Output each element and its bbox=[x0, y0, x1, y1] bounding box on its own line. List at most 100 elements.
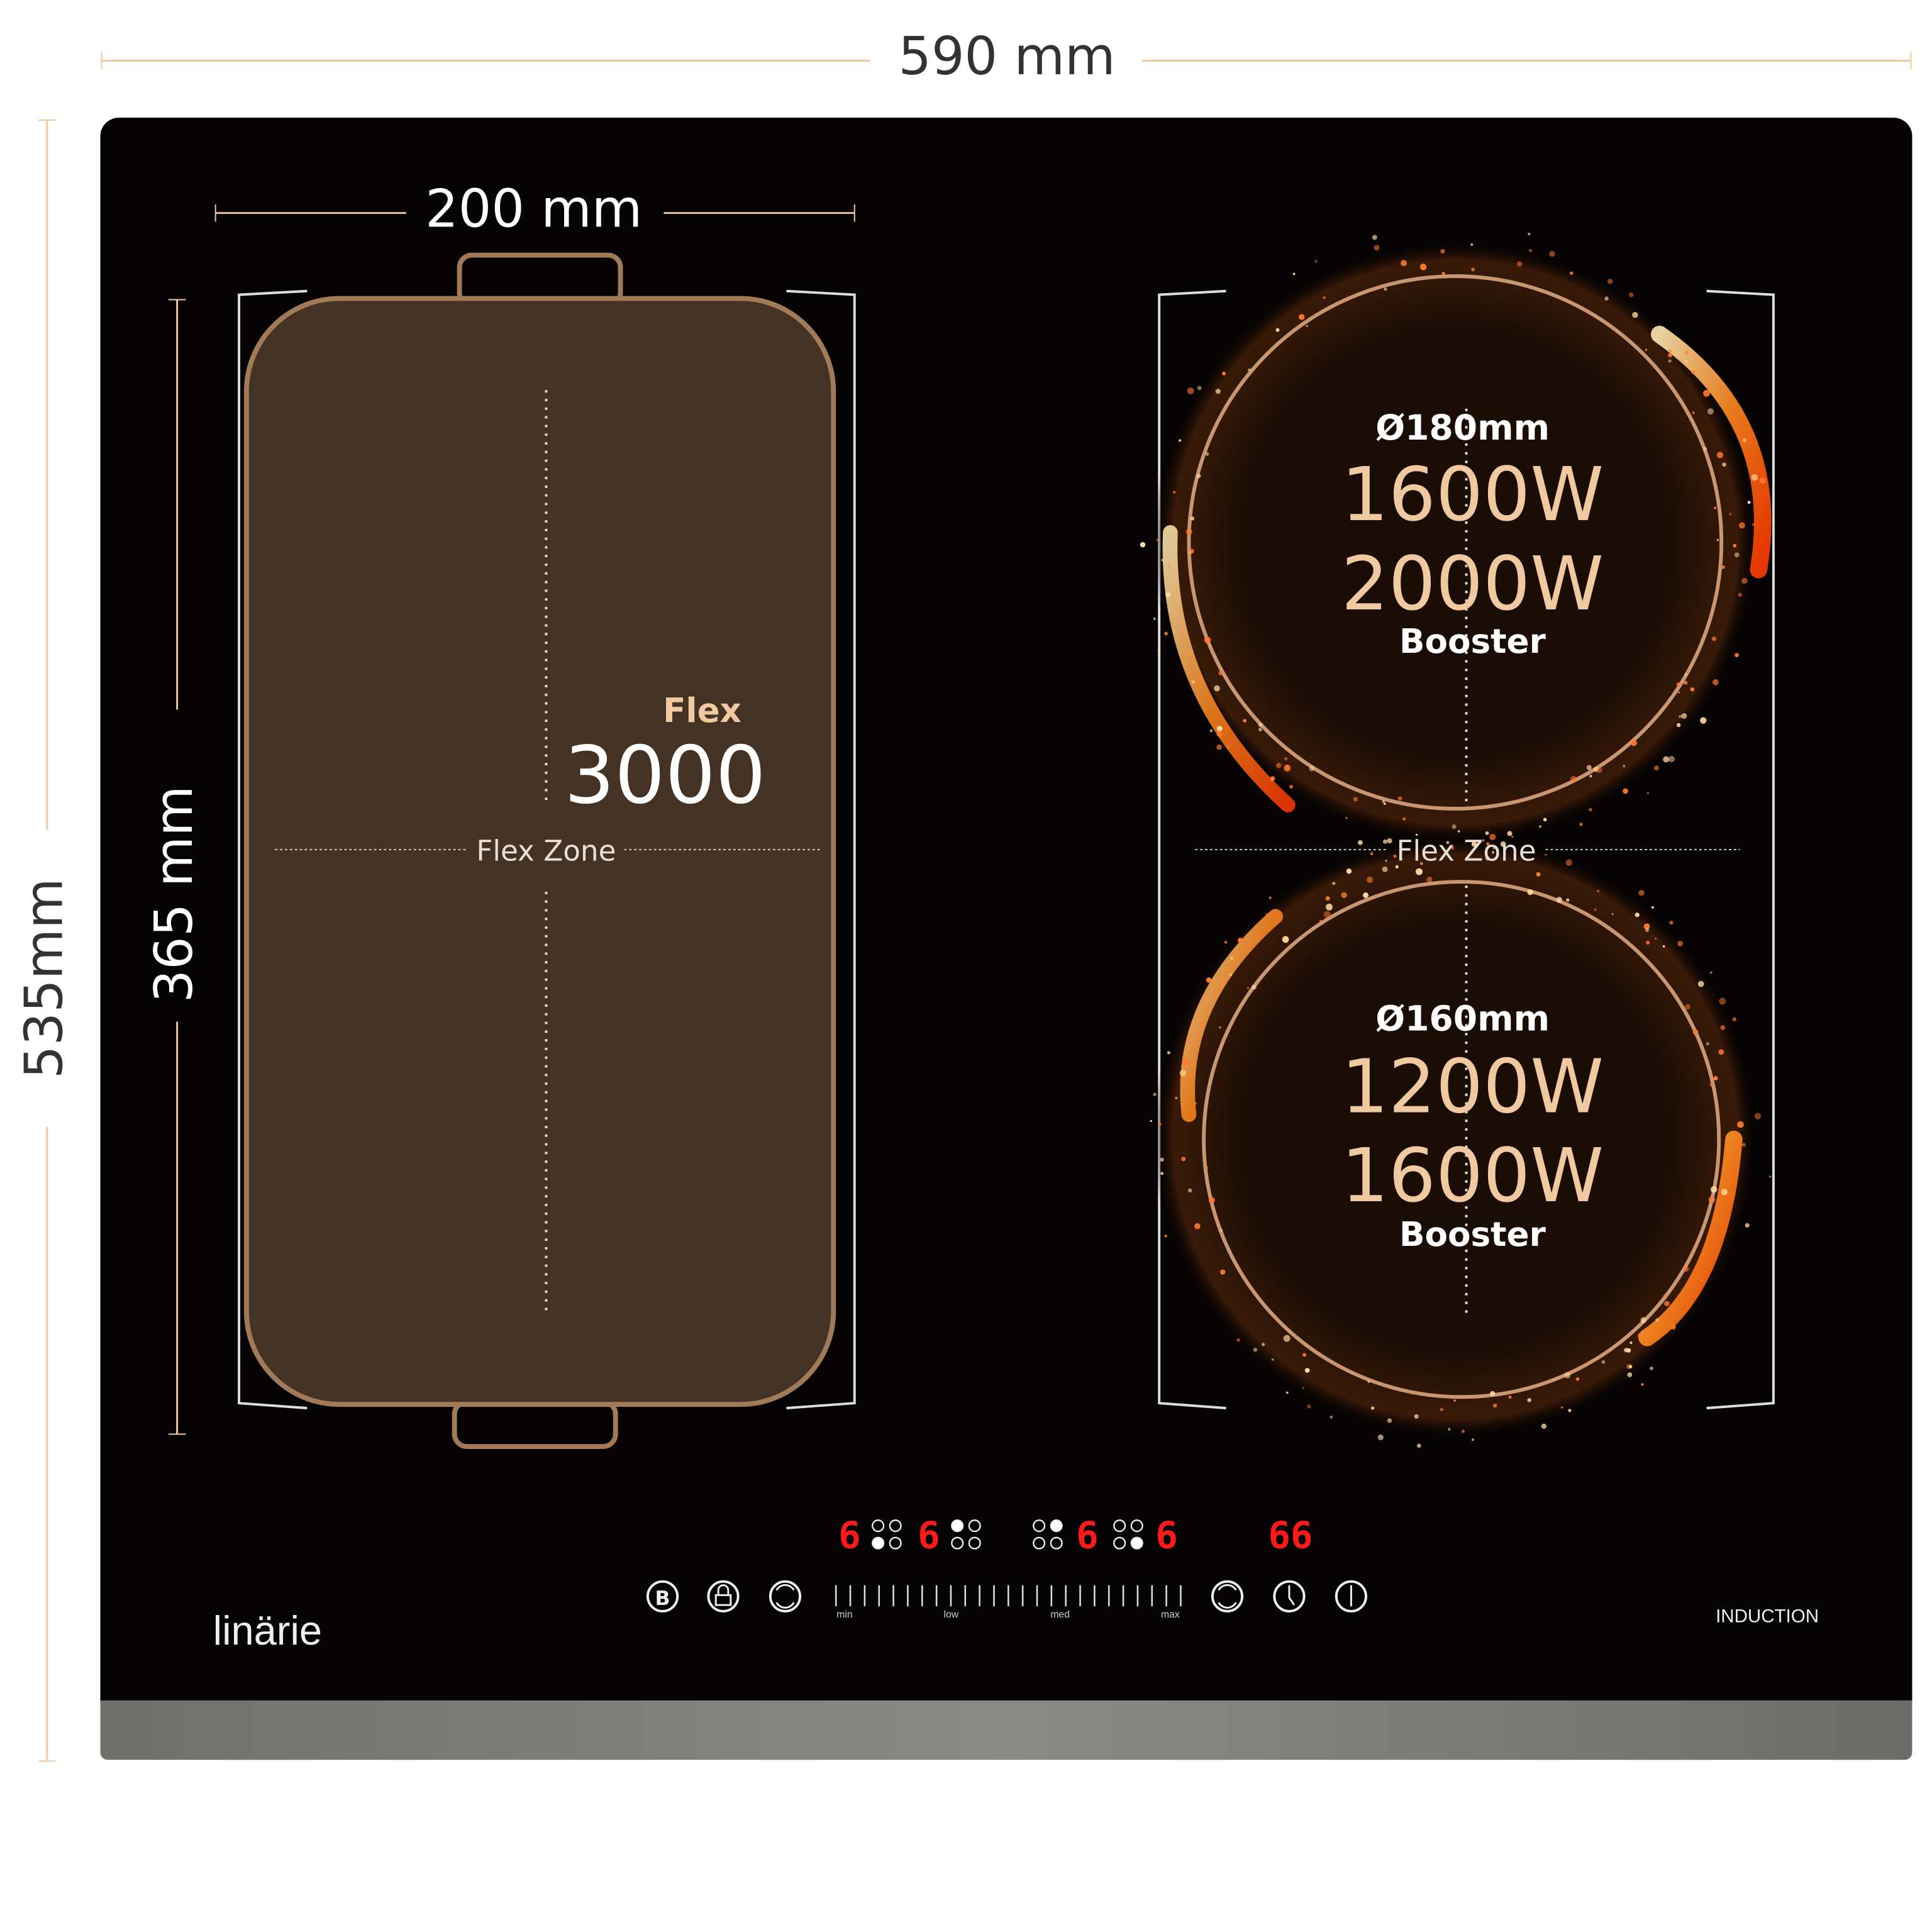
spark bbox=[1357, 840, 1363, 845]
spark bbox=[1230, 957, 1233, 960]
spark bbox=[1187, 1188, 1192, 1193]
spark bbox=[1164, 631, 1169, 636]
spark bbox=[1226, 745, 1230, 749]
spark bbox=[1471, 1438, 1475, 1441]
spark bbox=[1167, 1051, 1170, 1055]
flex-zone-label-right: Flex Zone bbox=[1396, 835, 1536, 868]
product-type-label: INDUCTION bbox=[1716, 1606, 1819, 1627]
flex-button-right[interactable] bbox=[1211, 1580, 1244, 1613]
spark bbox=[1741, 1143, 1746, 1147]
timer-display: 66 bbox=[1268, 1514, 1313, 1557]
spark bbox=[1426, 876, 1433, 883]
spark bbox=[1189, 548, 1194, 554]
spark bbox=[1545, 853, 1547, 857]
spark bbox=[1307, 1404, 1311, 1409]
slider-min-label: min bbox=[836, 1609, 852, 1620]
spark bbox=[1384, 287, 1387, 291]
bottom-burner-power: 1200W bbox=[1341, 1043, 1604, 1130]
spark bbox=[1692, 411, 1695, 414]
spark bbox=[1309, 765, 1315, 772]
spark bbox=[1712, 679, 1719, 686]
spark bbox=[1284, 764, 1291, 772]
spark bbox=[1220, 1229, 1223, 1232]
indicator-dot bbox=[1130, 1519, 1143, 1533]
spark bbox=[1709, 1082, 1714, 1087]
spark bbox=[1292, 272, 1296, 275]
indicator-dot bbox=[1113, 1519, 1126, 1533]
spark bbox=[1703, 389, 1711, 397]
flex-button-left[interactable] bbox=[769, 1580, 802, 1613]
spark bbox=[1684, 680, 1688, 685]
spark bbox=[1754, 1113, 1762, 1120]
power-button[interactable] bbox=[1335, 1580, 1367, 1613]
spark bbox=[1528, 248, 1533, 253]
spark bbox=[1419, 264, 1427, 270]
spark bbox=[1745, 1223, 1750, 1228]
spark bbox=[1638, 889, 1645, 896]
spark bbox=[1319, 919, 1322, 922]
spark bbox=[1646, 940, 1650, 945]
spark bbox=[1470, 243, 1474, 247]
slider-low-label: low bbox=[944, 1609, 959, 1620]
spark bbox=[1261, 1343, 1265, 1346]
spark bbox=[1701, 1253, 1705, 1257]
spark bbox=[1721, 1189, 1728, 1196]
spark bbox=[1370, 852, 1374, 855]
spark bbox=[1341, 892, 1347, 899]
spark bbox=[1216, 744, 1222, 750]
spark bbox=[1722, 462, 1726, 467]
spark bbox=[1646, 792, 1650, 794]
spark bbox=[1164, 1235, 1167, 1238]
spark bbox=[1160, 1172, 1164, 1175]
lock-button[interactable] bbox=[707, 1580, 740, 1613]
spark bbox=[1662, 945, 1665, 948]
spark bbox=[1664, 1301, 1670, 1307]
spark bbox=[1651, 906, 1654, 909]
spark bbox=[1325, 896, 1330, 901]
spark bbox=[1451, 846, 1455, 850]
spark bbox=[1713, 1075, 1718, 1080]
indicator-dot bbox=[1130, 1536, 1143, 1550]
spark bbox=[1157, 538, 1160, 541]
power-slider[interactable] bbox=[835, 1585, 1182, 1607]
spark bbox=[1645, 928, 1650, 932]
spark bbox=[1471, 267, 1475, 272]
burner-bottom-glow bbox=[1152, 833, 1759, 1441]
indicator-dot bbox=[889, 1536, 902, 1550]
spark bbox=[1655, 1318, 1659, 1322]
spark bbox=[1640, 1317, 1646, 1323]
spark bbox=[1700, 717, 1707, 724]
spark bbox=[1511, 835, 1514, 838]
spark bbox=[1670, 1324, 1676, 1330]
spark bbox=[1729, 513, 1732, 516]
booster-button[interactable]: B bbox=[646, 1580, 679, 1613]
spark bbox=[1676, 682, 1680, 687]
spark bbox=[1627, 1372, 1633, 1377]
spark bbox=[1302, 1353, 1306, 1357]
spark bbox=[1276, 763, 1282, 769]
spark bbox=[1638, 1332, 1644, 1339]
spark bbox=[1216, 725, 1223, 731]
steel-trim bbox=[100, 1684, 1913, 1760]
spark bbox=[1415, 833, 1418, 836]
brand-logo: linärie bbox=[213, 1607, 322, 1653]
lock-icon bbox=[714, 1584, 732, 1606]
indicator-dot bbox=[951, 1536, 964, 1550]
spark bbox=[1623, 788, 1628, 794]
spark bbox=[1653, 765, 1659, 770]
spark bbox=[1701, 1279, 1703, 1282]
spark bbox=[1377, 1434, 1384, 1440]
spark bbox=[1586, 765, 1592, 770]
burner-bottom-ring bbox=[1202, 880, 1721, 1399]
spark bbox=[1323, 296, 1326, 299]
spark bbox=[1669, 921, 1674, 925]
spark bbox=[1632, 312, 1638, 318]
spark bbox=[1741, 577, 1748, 584]
spark bbox=[1710, 1186, 1718, 1193]
timer-button[interactable] bbox=[1273, 1580, 1306, 1613]
spark bbox=[1218, 670, 1223, 676]
spark bbox=[1716, 452, 1723, 458]
spark bbox=[1157, 649, 1161, 652]
spark bbox=[1221, 371, 1226, 375]
spark bbox=[1684, 350, 1689, 355]
